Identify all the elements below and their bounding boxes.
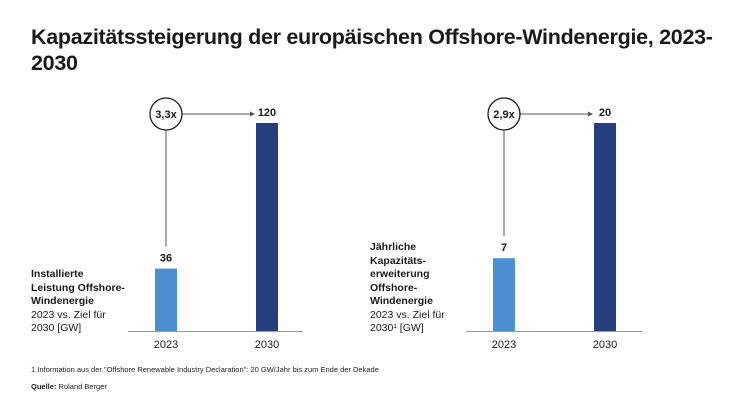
value-label: 120 bbox=[258, 107, 276, 119]
value-label: 36 bbox=[160, 253, 172, 265]
x-tick-label: 2030 bbox=[593, 339, 617, 351]
source: Quelle: Roland Berger bbox=[31, 382, 107, 391]
description-title: Jährliche Kapazitäts-erweiterung Offshore-… bbox=[370, 241, 433, 307]
chart-installed-capacity: 36 2023 120 2030 3,3x bbox=[128, 97, 303, 351]
growth-factor-label: 2,9x bbox=[493, 109, 515, 121]
description-title: Installierte Leistung Offshore- Windenergi… bbox=[31, 268, 125, 307]
bar-2023 bbox=[155, 268, 177, 331]
source-value: Roland Berger bbox=[58, 382, 107, 391]
chart-installed-capacity-description: Installierte Leistung Offshore- Windenergi… bbox=[31, 268, 125, 336]
chart-annual-expansion-description: Jährliche Kapazitäts-erweiterung Offshore-… bbox=[370, 241, 445, 336]
bar-2030 bbox=[594, 123, 616, 331]
description-subtitle: 2023 vs. Ziel für 2030 [GW] bbox=[31, 308, 106, 335]
growth-factor-label: 3,3x bbox=[155, 109, 177, 121]
chart-title: Kapazitätssteigerung der europäischen Of… bbox=[31, 25, 713, 75]
growth-factor-circle bbox=[149, 97, 183, 131]
x-tick-label: 2023 bbox=[154, 339, 178, 351]
value-label: 7 bbox=[501, 242, 507, 254]
footnote: 1 Information aus der "Offshore Renewabl… bbox=[31, 365, 379, 374]
arrow-head-icon bbox=[250, 111, 255, 117]
source-label: Quelle: bbox=[31, 382, 57, 391]
x-tick-label: 2023 bbox=[492, 339, 516, 351]
x-tick-label: 2030 bbox=[255, 339, 279, 351]
growth-factor-circle bbox=[487, 97, 521, 131]
chart-annual-expansion: 7 2023 20 2030 2,9x bbox=[466, 97, 642, 351]
arrow-head-icon bbox=[588, 111, 593, 117]
value-label: 20 bbox=[599, 107, 611, 119]
bar-2030 bbox=[256, 123, 278, 331]
description-subtitle: 2023 vs. Ziel für 2030¹ [GW] bbox=[370, 308, 445, 335]
bar-2023 bbox=[493, 258, 515, 331]
